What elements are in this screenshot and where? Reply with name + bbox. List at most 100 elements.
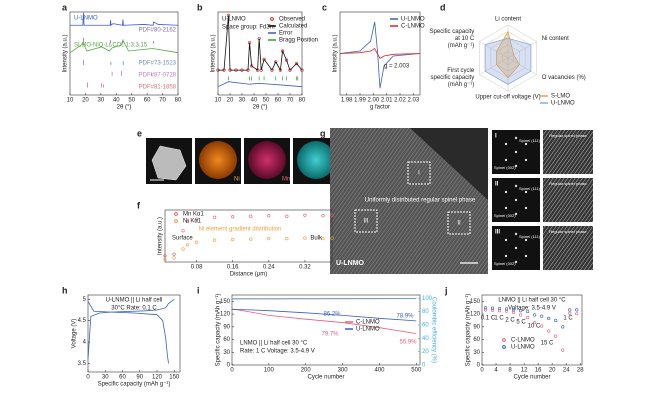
marker <box>483 306 488 310</box>
x-tick-label: 2.03 <box>407 98 419 104</box>
marker <box>533 313 537 317</box>
x-axis-label: Cycle number <box>513 375 550 381</box>
marker <box>547 329 551 333</box>
marker <box>533 320 537 325</box>
panel-label: f <box>137 200 141 210</box>
hrtem-image <box>543 178 593 222</box>
fft-spot <box>514 212 518 216</box>
x-tick-label: 120 <box>152 375 163 381</box>
spot-label: Spinel (111) <box>519 138 541 143</box>
x-tick-label: 2.01 <box>381 98 393 104</box>
marker <box>181 229 185 233</box>
x-tick-label: 0 <box>86 375 90 381</box>
panel-label: b <box>197 2 203 12</box>
legend-label: Bragg Position <box>279 38 318 44</box>
marker <box>540 314 544 318</box>
y-tick-label: 0 <box>227 363 231 369</box>
region-label: I <box>495 134 497 140</box>
legend-label: Mn Kα1 <box>183 212 204 218</box>
x-tick-label: 0 <box>230 368 234 374</box>
x-tick-label: 2.00 <box>367 98 379 104</box>
panel-g: g I III II Uniformly distributed regular… <box>320 128 488 274</box>
x-tick-label: 80 <box>175 98 182 104</box>
map-particle <box>199 141 237 179</box>
vacuum <box>410 128 488 200</box>
annotation: Surface <box>172 236 193 242</box>
annotation: 5 C <box>516 320 526 326</box>
radar-axis-label: at 10 C <box>455 36 475 42</box>
marker <box>483 308 488 312</box>
marker <box>213 215 217 219</box>
legend-label: C-LNMO <box>401 24 425 30</box>
fft-spot <box>524 158 528 162</box>
insets: I Spinel (111) Spinel (002) Regular spinel … <box>492 130 593 270</box>
y2-tick-label: 60 <box>422 323 429 329</box>
radar-axis <box>479 57 509 75</box>
x-tick-label: 50 <box>263 98 270 104</box>
fft-spot <box>504 238 508 242</box>
fft-spot <box>514 150 518 154</box>
legend-label: C-LNMO <box>356 320 380 326</box>
annotation: 10 C <box>528 324 541 330</box>
marker <box>288 68 292 72</box>
annotation: 2 C <box>505 318 515 324</box>
marker <box>330 236 334 240</box>
fft-spot <box>524 142 528 146</box>
marker <box>181 247 185 251</box>
legend-label: Observed <box>279 17 305 23</box>
inset-caption: Regular spinel phase <box>549 181 587 186</box>
panel-label: i <box>197 285 200 295</box>
x-axis-label: Cycle number <box>307 375 344 381</box>
x-tick-label: 400 <box>374 368 385 374</box>
region-label: II <box>457 221 461 227</box>
y-tick-label: 60 <box>473 337 480 343</box>
fft-spot <box>524 190 528 194</box>
y-axis-label: Intensity (a.u.) <box>158 217 164 255</box>
plot-frame <box>87 294 181 373</box>
marker <box>185 243 190 247</box>
annotation: 1 C <box>494 316 504 322</box>
particle <box>151 145 187 181</box>
series-line <box>87 301 169 364</box>
y-axis-label: Voltage (V) <box>72 319 78 349</box>
radar-axis <box>507 57 537 75</box>
marker <box>270 68 274 72</box>
annotation: PDF#80-2162 <box>139 28 177 34</box>
marker <box>163 254 167 258</box>
x-tick-label: 8 <box>508 368 512 374</box>
marker <box>504 309 509 313</box>
y-tick-label: 4 <box>83 340 87 346</box>
y2-tick-label: 0 <box>422 363 426 369</box>
y-tick-label: 150 <box>470 299 481 305</box>
marker <box>321 214 325 218</box>
x-tick-label: 30 <box>239 98 246 104</box>
x-tick-label: 60 <box>144 98 151 104</box>
x-tick-label: 70 <box>159 98 166 104</box>
plot-frame <box>69 11 179 96</box>
marker <box>526 315 530 320</box>
legend-label: Calculated <box>279 24 307 30</box>
x-axis-label: 2θ (°) <box>117 105 132 111</box>
x-tick-label: 500 <box>411 368 422 374</box>
marker <box>321 237 325 241</box>
x-tick-label: 1.98 <box>341 98 353 104</box>
x-tick-label: 0.32 <box>299 265 311 271</box>
fft-spot <box>504 206 508 210</box>
x-tick-label: 0 <box>480 368 484 374</box>
region-box <box>407 161 431 185</box>
marker <box>561 348 565 352</box>
marker <box>194 217 199 221</box>
x-tick-label: 20 <box>549 368 556 374</box>
marker <box>526 309 530 314</box>
marker <box>284 58 289 62</box>
series-line <box>70 12 179 27</box>
marker <box>575 308 579 312</box>
annotation: U-LNMO <box>74 16 98 22</box>
x-tick-label: 30 <box>102 375 109 381</box>
y-axis-label: Intensity (a.u.) <box>333 34 339 72</box>
x-tick-label: 12 <box>521 368 528 374</box>
fft-spot <box>524 238 528 242</box>
fft-spot <box>524 206 528 210</box>
marker <box>231 238 235 242</box>
